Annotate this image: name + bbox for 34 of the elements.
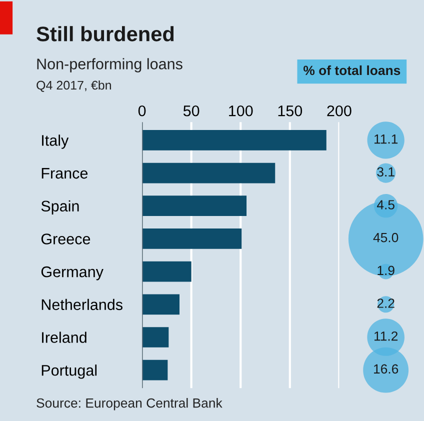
chart-subtitle: Non-performing loans [37, 58, 182, 72]
text: Q4 2017, €bn [36, 80, 111, 92]
category-label: Spain [41, 200, 79, 215]
category-label: Germany [41, 266, 104, 280]
chart-title: Still burdened [36, 26, 174, 42]
x-tick-label: 0 [138, 105, 146, 116]
bar [142, 327, 169, 348]
category-label: Italy [42, 134, 69, 149]
data-label: 4.5 [376, 200, 394, 210]
data-label: 2.2 [377, 298, 394, 308]
x-tick-label: 200 [327, 105, 352, 116]
data-label: 3.1 [377, 167, 394, 177]
category-label: France [42, 168, 88, 179]
data-label: 11.2 [374, 331, 398, 341]
x-tick-label: 100 [229, 105, 253, 116]
category-label: Netherlands [42, 298, 122, 310]
bar [142, 261, 192, 282]
source-note: Source: European Central Bank [36, 398, 222, 410]
x-tick-label: 50 [183, 105, 200, 116]
bar [142, 130, 326, 150]
category-label: Portugal [42, 364, 97, 379]
x-tick-label: 150 [278, 105, 302, 116]
bar [142, 196, 247, 216]
data-label: 16.6 [374, 364, 398, 374]
category-label: Ireland [42, 332, 86, 343]
bar [142, 228, 242, 249]
data-label: 1.9 [378, 266, 394, 276]
bar [142, 360, 168, 380]
bar [142, 162, 276, 184]
data-label: 11.1 [374, 134, 398, 144]
category-label: Greece [41, 234, 90, 244]
data-label: 45.0 [373, 232, 398, 242]
text: % of total loans [304, 65, 400, 76]
bar [142, 294, 180, 315]
